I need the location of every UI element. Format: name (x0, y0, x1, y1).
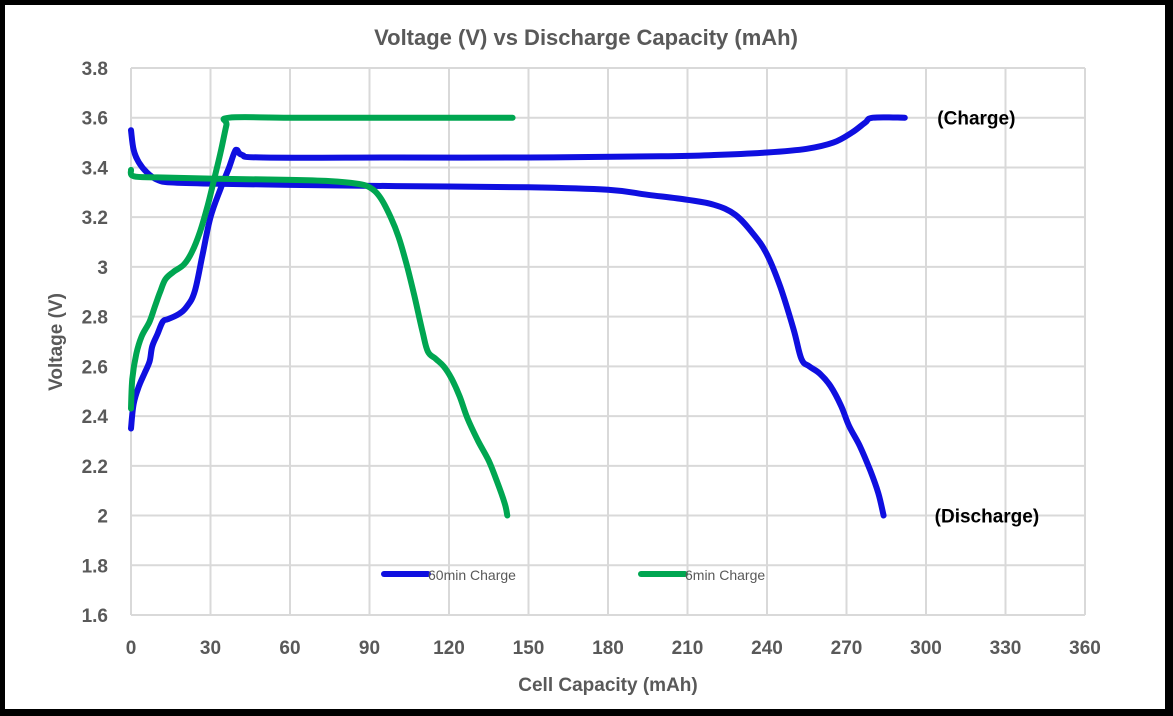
y-tick-label: 2.2 (82, 457, 108, 478)
x-tick-label: 150 (513, 638, 545, 659)
y-tick-label: 2.4 (82, 407, 109, 428)
y-tick-label: 2.6 (82, 357, 108, 378)
y-tick-label: 1.8 (82, 556, 108, 577)
y-tick-label: 3.6 (82, 109, 108, 130)
y-tick-label: 2 (97, 507, 108, 528)
series-line-60min-charge-charge (128, 114, 908, 432)
y-tick-label: 3.4 (82, 158, 109, 179)
series-line-6min-charge-charge (128, 114, 516, 412)
series-line-60min-charge-discharge (128, 127, 887, 519)
legend-label-6min-charge: 6min Charge (685, 567, 765, 583)
x-axis-ticks: 0 30 60 90 120 150 180 210 240 270 300 330 360 (126, 638, 1101, 659)
legend: 60min Charge 6min Charge (381, 567, 765, 583)
x-tick-label: 240 (751, 638, 783, 659)
y-axis-label: Voltage (V) (46, 293, 67, 391)
x-axis-label: Cell Capacity (mAh) (518, 675, 697, 696)
chart-frame (5, 5, 1165, 709)
y-tick-label: 2.8 (82, 308, 108, 329)
x-tick-label: 90 (359, 638, 380, 659)
x-tick-label: 30 (200, 638, 221, 659)
x-tick-label: 270 (831, 638, 863, 659)
x-tick-label: 330 (990, 638, 1022, 659)
annotation-label: (Discharge) (935, 507, 1040, 528)
y-axis-ticks: 3.8 3.6 3.4 3.2 3 2.8 2.6 2.4 2.2 2 1.8 1.6 (82, 59, 109, 627)
chart-title: Voltage (V) vs Discharge Capacity (mAh) (374, 25, 798, 50)
annotation-label: (Charge) (937, 109, 1015, 130)
y-tick-label: 3 (97, 258, 108, 279)
annotations: (Charge) (Discharge) (935, 109, 1040, 528)
y-tick-label: 1.6 (82, 606, 108, 627)
x-tick-label: 0 (126, 638, 137, 659)
legend-label-60min-charge: 60min Charge (428, 567, 516, 583)
grid (130, 67, 1086, 616)
x-tick-label: 300 (910, 638, 942, 659)
x-tick-label: 360 (1069, 638, 1101, 659)
x-tick-label: 210 (672, 638, 704, 659)
series-lines (127, 114, 908, 519)
y-tick-label: 3.2 (82, 208, 108, 229)
y-tick-label: 3.8 (82, 59, 108, 80)
x-tick-label: 180 (592, 638, 624, 659)
x-tick-label: 60 (279, 638, 300, 659)
x-tick-label: 120 (433, 638, 465, 659)
series-line-6min-charge-discharge (127, 166, 511, 519)
